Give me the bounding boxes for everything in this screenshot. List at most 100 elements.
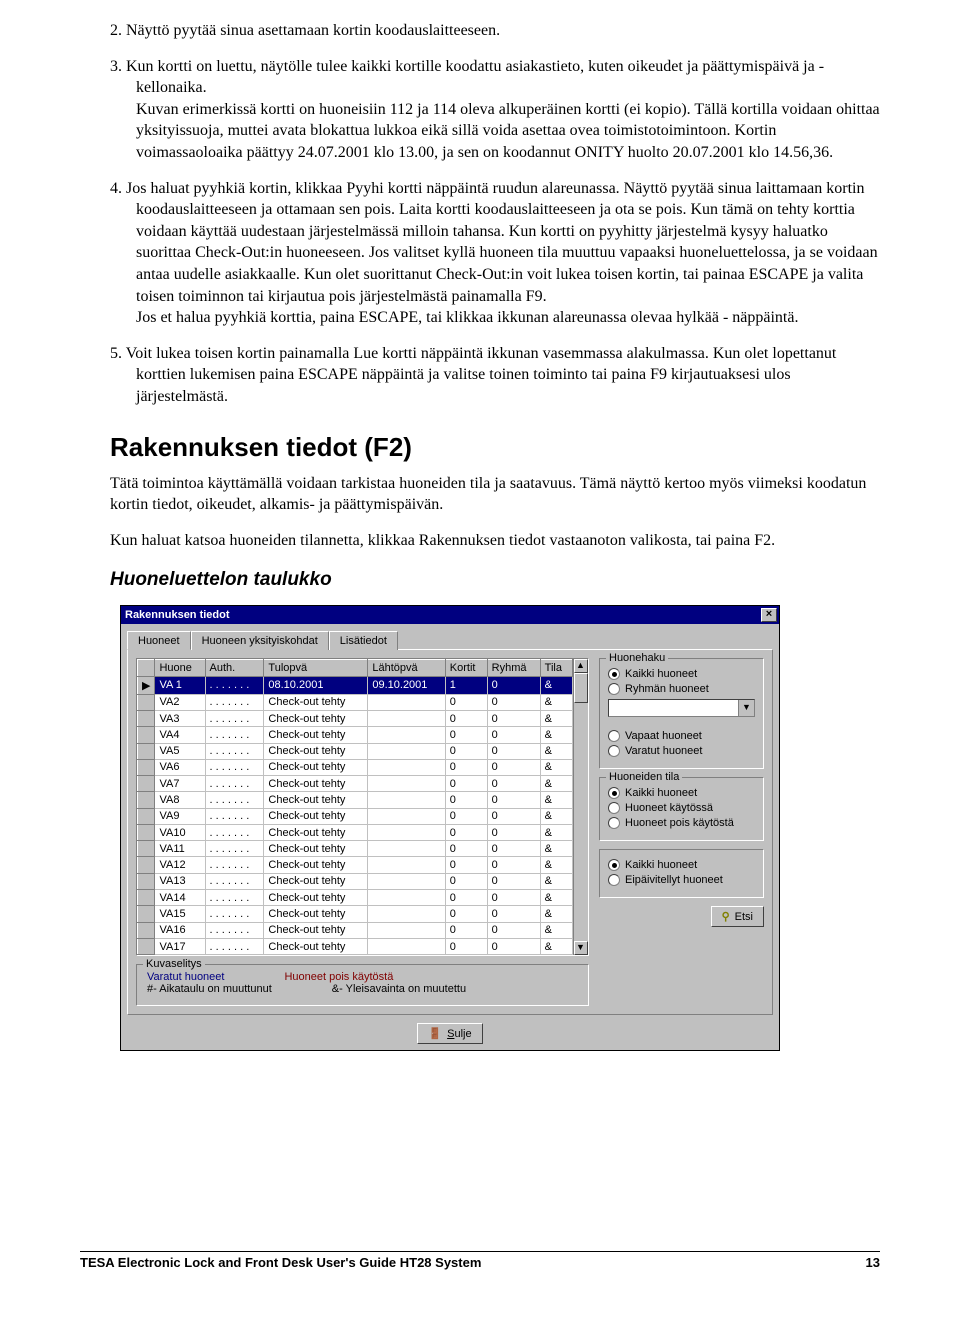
section-para-1: Tätä toimintoa käyttämällä voidaan tarki… bbox=[110, 473, 880, 516]
table-row[interactable]: VA11. . . . . . .Check-out tehty00& bbox=[138, 841, 573, 857]
table-cell: 0 bbox=[445, 710, 487, 726]
radio-icon bbox=[608, 817, 620, 829]
radio-undated[interactable]: Eipäivitellyt huoneet bbox=[608, 874, 755, 886]
table-cell: VA5 bbox=[155, 743, 205, 759]
table-cell: & bbox=[540, 694, 572, 710]
table-row[interactable]: VA14. . . . . . .Check-out tehty00& bbox=[138, 890, 573, 906]
table-row[interactable]: VA5. . . . . . .Check-out tehty00& bbox=[138, 743, 573, 759]
table-cell bbox=[368, 792, 445, 808]
radio-status-outofuse[interactable]: Huoneet pois käytöstä bbox=[608, 817, 755, 829]
table-row[interactable]: VA15. . . . . . .Check-out tehty00& bbox=[138, 906, 573, 922]
tab-rooms[interactable]: Huoneet bbox=[127, 631, 191, 650]
dialog-titlebar: Rakennuksen tiedot × bbox=[121, 606, 779, 624]
table-cell: Check-out tehty bbox=[264, 890, 368, 906]
table-row[interactable]: VA17. . . . . . .Check-out tehty00& bbox=[138, 938, 573, 954]
subsection-title: Huoneluettelon taulukko bbox=[110, 569, 880, 591]
table-header[interactable]: Tulopvä bbox=[264, 660, 368, 677]
table-cell bbox=[368, 759, 445, 775]
table-cell: VA4 bbox=[155, 727, 205, 743]
table-cell: & bbox=[540, 906, 572, 922]
table-header[interactable]: Ryhmä bbox=[487, 660, 540, 677]
scroll-thumb[interactable] bbox=[574, 673, 588, 703]
filter-group: Kaikki huoneet Eipäivitellyt huoneet bbox=[599, 849, 764, 898]
radio-group-rooms[interactable]: Ryhmän huoneet bbox=[608, 683, 755, 695]
radio-status-all[interactable]: Kaikki huoneet bbox=[608, 787, 755, 799]
table-row[interactable]: VA13. . . . . . .Check-out tehty00& bbox=[138, 873, 573, 889]
table-row[interactable]: VA4. . . . . . .Check-out tehty00& bbox=[138, 727, 573, 743]
search-button[interactable]: ⚲ Etsi bbox=[711, 906, 764, 927]
search-group: Huonehaku Kaikki huoneet Ryhmän huoneet … bbox=[599, 658, 764, 769]
table-cell bbox=[368, 841, 445, 857]
chevron-down-icon[interactable]: ▼ bbox=[738, 700, 754, 716]
list-item-4: Jos haluat pyyhkiä kortin, klikkaa Pyyhi… bbox=[136, 178, 880, 329]
table-cell: & bbox=[540, 938, 572, 954]
table-cell: . . . . . . . bbox=[205, 792, 264, 808]
table-cell: . . . . . . . bbox=[205, 857, 264, 873]
table-header[interactable]: Auth. bbox=[205, 660, 264, 677]
table-scrollbar[interactable]: ▲ ▼ bbox=[573, 659, 588, 955]
group-combo[interactable]: ▼ bbox=[608, 699, 755, 717]
table-cell: VA8 bbox=[155, 792, 205, 808]
table-cell: 0 bbox=[487, 694, 540, 710]
table-header[interactable]: Tila bbox=[540, 660, 572, 677]
table-row[interactable]: VA9. . . . . . .Check-out tehty00& bbox=[138, 808, 573, 824]
scroll-down-icon[interactable]: ▼ bbox=[574, 941, 588, 955]
radio-all-rooms[interactable]: Kaikki huoneet bbox=[608, 668, 755, 680]
table-header[interactable]: Kortit bbox=[445, 660, 487, 677]
table-cell: Check-out tehty bbox=[264, 922, 368, 938]
table-row[interactable]: VA12. . . . . . .Check-out tehty00& bbox=[138, 857, 573, 873]
radio-icon bbox=[608, 874, 620, 886]
table-cell: . . . . . . . bbox=[205, 677, 264, 694]
legend-outofuse: Huoneet pois käytöstä bbox=[284, 971, 393, 983]
table-cell: 0 bbox=[487, 938, 540, 954]
table-row[interactable]: VA8. . . . . . .Check-out tehty00& bbox=[138, 792, 573, 808]
table-row[interactable]: VA7. . . . . . .Check-out tehty00& bbox=[138, 776, 573, 792]
radio-vacant[interactable]: Vapaat huoneet bbox=[608, 730, 755, 742]
table-cell: 08.10.2001 bbox=[264, 677, 368, 694]
table-cell: . . . . . . . bbox=[205, 906, 264, 922]
room-table[interactable]: HuoneAuth.TulopväLähtöpväKortitRyhmäTila… bbox=[137, 659, 573, 955]
room-table-wrap: HuoneAuth.TulopväLähtöpväKortitRyhmäTila… bbox=[136, 658, 589, 956]
table-row[interactable]: VA10. . . . . . .Check-out tehty00& bbox=[138, 824, 573, 840]
table-cell: & bbox=[540, 743, 572, 759]
list-text-5: Voit lukea toisen kortin painamalla Lue … bbox=[126, 345, 837, 405]
close-button[interactable]: × bbox=[761, 608, 777, 622]
table-cell: VA9 bbox=[155, 808, 205, 824]
table-cell: 0 bbox=[445, 873, 487, 889]
table-cell: & bbox=[540, 677, 572, 694]
table-cell: VA3 bbox=[155, 710, 205, 726]
table-row[interactable]: VA2. . . . . . .Check-out tehty00& bbox=[138, 694, 573, 710]
scroll-up-icon[interactable]: ▲ bbox=[574, 659, 588, 673]
radio-reserved[interactable]: Varatut huoneet bbox=[608, 745, 755, 757]
close-button-bottom[interactable]: 🚪 Sulje bbox=[417, 1023, 482, 1044]
table-row[interactable]: VA16. . . . . . .Check-out tehty00& bbox=[138, 922, 573, 938]
table-cell: 0 bbox=[445, 759, 487, 775]
table-cell: VA13 bbox=[155, 873, 205, 889]
table-cell: & bbox=[540, 841, 572, 857]
tab-room-details[interactable]: Huoneen yksityiskohdat bbox=[191, 631, 329, 650]
table-cell: VA 1 bbox=[155, 677, 205, 694]
table-cell: 0 bbox=[445, 890, 487, 906]
table-cell: Check-out tehty bbox=[264, 694, 368, 710]
table-cell: & bbox=[540, 710, 572, 726]
tab-additional[interactable]: Lisätiedot bbox=[329, 631, 398, 650]
table-row[interactable]: ▶VA 1. . . . . . .08.10.200109.10.200110… bbox=[138, 677, 573, 694]
table-cell: . . . . . . . bbox=[205, 759, 264, 775]
table-cell: 0 bbox=[445, 922, 487, 938]
table-cell: . . . . . . . bbox=[205, 776, 264, 792]
radio-status-inuse[interactable]: Huoneet käytössä bbox=[608, 802, 755, 814]
table-row[interactable]: VA3. . . . . . .Check-out tehty00& bbox=[138, 710, 573, 726]
building-info-dialog: Rakennuksen tiedot × Huoneet Huoneen yks… bbox=[120, 605, 780, 1051]
table-cell bbox=[368, 857, 445, 873]
table-cell: VA6 bbox=[155, 759, 205, 775]
page-footer: TESA Electronic Lock and Front Desk User… bbox=[80, 1251, 880, 1270]
table-cell: . . . . . . . bbox=[205, 727, 264, 743]
table-row[interactable]: VA6. . . . . . .Check-out tehty00& bbox=[138, 759, 573, 775]
table-cell: 0 bbox=[487, 922, 540, 938]
table-header[interactable]: Lähtöpvä bbox=[368, 660, 445, 677]
table-cell bbox=[368, 710, 445, 726]
table-cell: 0 bbox=[445, 808, 487, 824]
radio-all-2[interactable]: Kaikki huoneet bbox=[608, 859, 755, 871]
table-header[interactable]: Huone bbox=[155, 660, 205, 677]
table-cell: & bbox=[540, 808, 572, 824]
